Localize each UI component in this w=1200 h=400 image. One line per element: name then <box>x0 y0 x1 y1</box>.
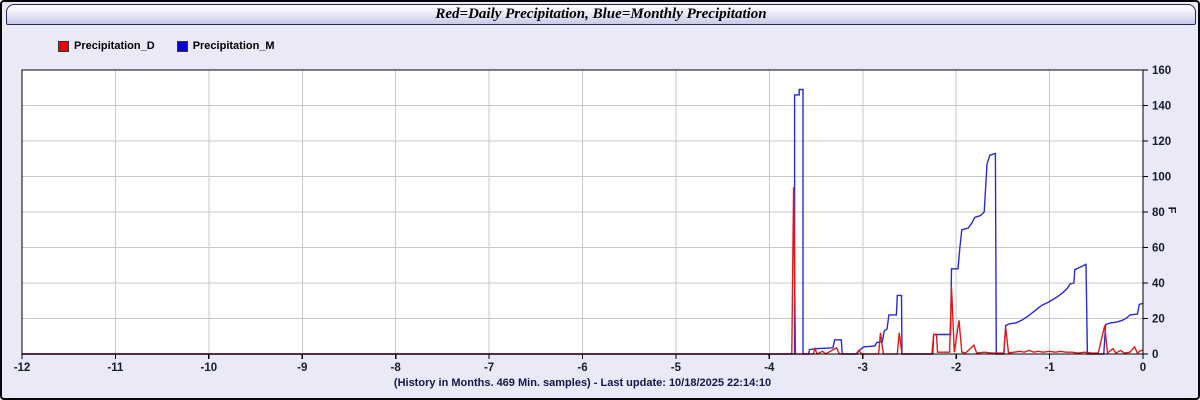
x-tick-label: 0 <box>1140 362 1146 374</box>
legend-label-daily: Precipitation_D <box>74 40 155 52</box>
x-tick-label: -6 <box>577 362 587 374</box>
series-precipitation_m <box>22 88 1144 355</box>
x-tick-label: -3 <box>858 362 868 374</box>
x-tick-label: -7 <box>484 362 494 374</box>
x-tick-label: -9 <box>297 362 307 374</box>
x-tick-label: -4 <box>764 362 775 374</box>
y-tick-label: 140 <box>1152 101 1171 113</box>
x-tick-label: -1 <box>1044 362 1055 374</box>
legend-label-monthly: Precipitation_M <box>192 40 275 52</box>
y-tick-label: 120 <box>1152 136 1171 148</box>
y-tick-label: 60 <box>1152 243 1165 255</box>
legend: Precipitation_D Precipitation_M <box>58 40 275 52</box>
x-tick-label: -12 <box>14 362 31 374</box>
y-axis-label: F <box>1165 206 1178 214</box>
y-tick-label: 20 <box>1152 314 1165 326</box>
y-tick-label: 80 <box>1152 207 1165 219</box>
x-tick-label: -10 <box>201 362 218 374</box>
legend-item-daily: Precipitation_D <box>58 40 155 52</box>
legend-item-monthly: Precipitation_M <box>176 40 275 52</box>
y-tick-label: 0 <box>1152 349 1158 361</box>
y-tick-label: 160 <box>1152 65 1171 77</box>
x-tick-label: -8 <box>391 362 402 374</box>
x-tick-label: -11 <box>107 362 124 374</box>
y-tick-label: 40 <box>1152 278 1165 290</box>
x-axis-caption: (History in Months. 469 Min. samples) - … <box>393 377 772 389</box>
x-tick-label: -2 <box>951 362 961 374</box>
legend-swatch-monthly-icon <box>176 40 188 52</box>
chart-title: Red=Daily Precipitation, Blue=Monthly Pr… <box>435 6 767 22</box>
title-bar: Red=Daily Precipitation, Blue=Monthly Pr… <box>6 4 1196 25</box>
legend-swatch-daily-icon <box>58 40 69 52</box>
x-tick-label: -5 <box>671 362 682 374</box>
y-tick-label: 100 <box>1152 172 1171 184</box>
